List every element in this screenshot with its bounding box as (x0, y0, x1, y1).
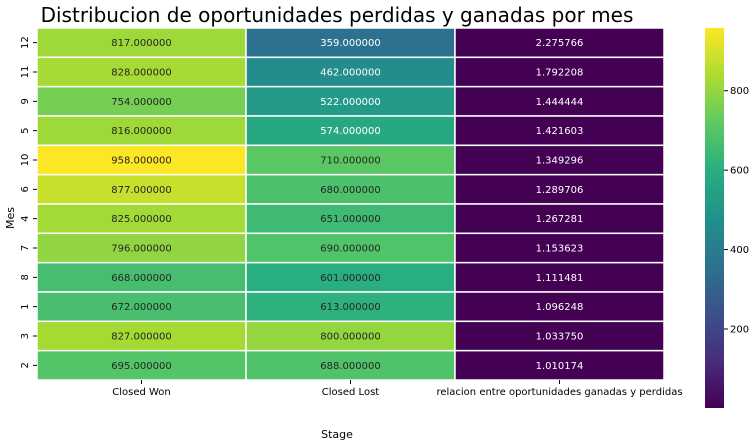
heatmap-cells: 817.000000 359.000000 2.275766 828.000000 46… (36, 27, 665, 381)
colorbar-ticks: 200 400 600 800 (724, 86, 749, 335)
cell-value-label: 1.153623 (536, 244, 584, 255)
heatmap-cell (36, 291, 247, 323)
heatmap-cell (245, 232, 456, 264)
y-tick-label: 7 (20, 245, 31, 251)
cell-value-label: 672.000000 (111, 302, 171, 313)
heatmap-cell (454, 56, 665, 88)
cell-value-label: 828.000000 (111, 68, 171, 79)
cell-value-label: 1.421603 (536, 126, 584, 137)
y-tick-label: 12 (20, 36, 31, 49)
cell-value-label: 827.000000 (111, 332, 171, 343)
cell-value-label: 754.000000 (111, 97, 171, 108)
y-tick-label: 2 (20, 362, 31, 368)
cell-value-label: 1.010174 (536, 361, 584, 372)
heatmap-cell (454, 173, 665, 205)
chart-title: Distribucion de oportunidades perdidas y… (41, 3, 634, 27)
cell-value-label: 1.289706 (536, 185, 584, 196)
colorbar (705, 28, 724, 408)
cell-value-label: 574.000000 (320, 126, 380, 137)
y-tick-label: 4 (20, 215, 31, 221)
heatmap-cell (245, 144, 456, 176)
x-axis-label: Stage (321, 428, 353, 441)
heatmap-cell (454, 203, 665, 235)
heatmap-cell (454, 232, 665, 264)
heatmap-cell (245, 27, 456, 59)
colorbar-tick-label: 200 (730, 324, 749, 335)
cell-value-label: 651.000000 (320, 214, 380, 225)
x-tick-label: Closed Lost (322, 387, 379, 398)
heatmap-cell (36, 232, 247, 264)
y-tick-label: 3 (20, 333, 31, 339)
heatmap-cell (245, 291, 456, 323)
cell-value-label: 680.000000 (320, 185, 380, 196)
cell-value-label: 958.000000 (111, 156, 171, 167)
heatmap-cell (245, 173, 456, 205)
cell-value-label: 1.033750 (536, 332, 584, 343)
cell-value-label: 877.000000 (111, 185, 171, 196)
x-tick-label: Closed Won (112, 387, 171, 398)
heatmap-cell (454, 291, 665, 323)
y-tick-label: 1 (20, 303, 31, 309)
cell-value-label: 1.444444 (536, 97, 584, 108)
heatmap-cell (454, 320, 665, 352)
y-tick-labels: 12 11 9 5 10 6 4 7 8 1 3 2 (20, 36, 37, 369)
cell-value-label: 601.000000 (320, 273, 380, 284)
cell-value-label: 816.000000 (111, 126, 171, 137)
cell-value-label: 817.000000 (111, 38, 171, 49)
cell-value-label: 1.349296 (536, 156, 584, 167)
heatmap-cell (454, 115, 665, 147)
heatmap-cell (245, 203, 456, 235)
cell-value-label: 710.000000 (320, 156, 380, 167)
cell-value-label: 359.000000 (320, 38, 380, 49)
cell-value-label: 2.275766 (536, 38, 584, 49)
colorbar-tick-label: 800 (730, 86, 749, 97)
cell-value-label: 688.000000 (320, 361, 380, 372)
y-tick-label: 8 (20, 274, 31, 280)
cell-value-label: 462.000000 (320, 68, 380, 79)
y-tick-label: 9 (20, 98, 31, 104)
x-tick-labels: Closed Won Closed Lost relacion entre opor… (112, 380, 683, 398)
heatmap-cell (36, 203, 247, 235)
cell-value-label: 690.000000 (320, 244, 380, 255)
colorbar-tick-label: 400 (730, 245, 749, 256)
cell-value-label: 1.111481 (536, 273, 584, 284)
y-tick-label: 10 (20, 154, 31, 167)
cell-value-label: 1.792208 (536, 68, 584, 79)
x-tick-label: relacion entre oportunidades ganadas y p… (436, 387, 682, 398)
heatmap-cell (454, 261, 665, 293)
y-tick-label: 5 (20, 127, 31, 133)
cell-value-label: 613.000000 (320, 302, 380, 313)
cell-value-label: 796.000000 (111, 244, 171, 255)
cell-value-label: 1.096248 (536, 302, 584, 313)
y-tick-label: 11 (20, 66, 31, 79)
cell-value-label: 825.000000 (111, 214, 171, 225)
cell-value-label: 668.000000 (111, 273, 171, 284)
cell-value-label: 522.000000 (320, 97, 380, 108)
cell-value-label: 1.267281 (536, 214, 584, 225)
cell-value-label: 800.000000 (320, 332, 380, 343)
colorbar-tick-label: 600 (730, 166, 749, 177)
y-tick-label: 6 (20, 186, 31, 192)
y-axis-label: Mes (4, 207, 17, 229)
heatmap-cell (245, 85, 456, 117)
cell-value-label: 695.000000 (111, 361, 171, 372)
heatmap-cell (36, 320, 247, 352)
heatmap-cell (454, 349, 665, 381)
